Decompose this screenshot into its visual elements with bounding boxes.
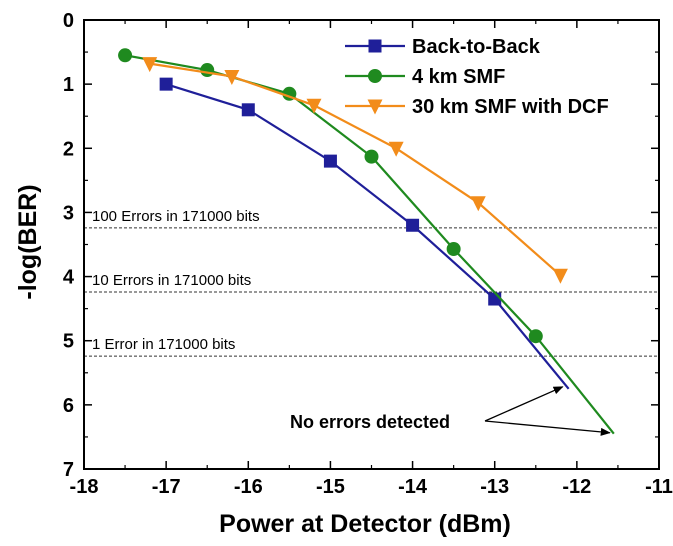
data-point-triangle	[552, 268, 568, 284]
data-point-triangle	[306, 98, 322, 114]
data-point-triangle	[367, 99, 383, 115]
x-axis-title: Power at Detector (dBm)	[219, 510, 511, 538]
data-point-triangle	[470, 196, 486, 212]
y-axis-title: -log(BER)	[14, 184, 42, 299]
annotation-arrow	[484, 420, 611, 436]
y-tick-label: 6	[63, 395, 74, 417]
reference-line-label: 10 Errors in 171000 bits	[92, 272, 251, 289]
legend: Back-to-Back 4 km SMF 30 km SMF with DCF	[345, 36, 609, 118]
x-tick-label: -15	[316, 476, 345, 498]
legend-label: Back-to-Back	[412, 36, 541, 58]
legend-label: 4 km SMF	[412, 66, 505, 88]
x-tick-label: -12	[562, 476, 591, 498]
data-point-triangle	[224, 69, 240, 85]
series-line	[165, 83, 570, 390]
data-point-circle	[368, 69, 382, 83]
data-point-circle	[118, 48, 133, 63]
data-point-square	[159, 77, 173, 91]
annotation: No errors detected	[290, 386, 611, 436]
data-point-square	[368, 39, 382, 53]
reference-line-label: 100 Errors in 171000 bits	[92, 208, 260, 225]
y-tick-label: 1	[63, 74, 74, 96]
data-point-circle	[364, 149, 379, 164]
y-tick-label: 5	[63, 331, 74, 353]
data-point-triangle	[388, 141, 404, 157]
x-tick-label: -14	[398, 476, 428, 498]
y-tick-label: 7	[63, 459, 74, 481]
annotation-arrow	[484, 386, 564, 422]
x-tick-label: -11	[645, 476, 673, 498]
y-tick-label: 3	[63, 202, 74, 224]
annotation-text: No errors detected	[290, 412, 450, 432]
y-tick-label: 4	[63, 267, 75, 289]
data-point-circle	[446, 241, 461, 256]
data-point-circle	[528, 329, 543, 344]
reference-line-label: 1 Error in 171000 bits	[92, 336, 235, 353]
data-point-triangle	[142, 57, 158, 73]
x-tick-label: -18	[70, 476, 99, 498]
legend-label: 30 km SMF with DCF	[412, 96, 609, 118]
data-point-square	[241, 103, 255, 117]
y-tick-label: 0	[63, 10, 74, 32]
y-tick-label: 2	[63, 138, 74, 160]
data-point-square	[406, 218, 420, 232]
data-point-square	[323, 154, 337, 168]
x-tick-label: -13	[480, 476, 509, 498]
series-line	[149, 62, 562, 277]
series-lines	[118, 48, 615, 435]
data-point-circle	[200, 63, 215, 78]
axes: -18 -17 -16 -15 -14 -13 -12 -11 0 1 2 3 4 5 6 7	[63, 10, 673, 498]
x-tick-label: -16	[234, 476, 263, 498]
x-tick-label: -17	[152, 476, 181, 498]
reference-lines: 100 Errors in 171000 bits 10 Errors in 17…	[84, 208, 659, 357]
